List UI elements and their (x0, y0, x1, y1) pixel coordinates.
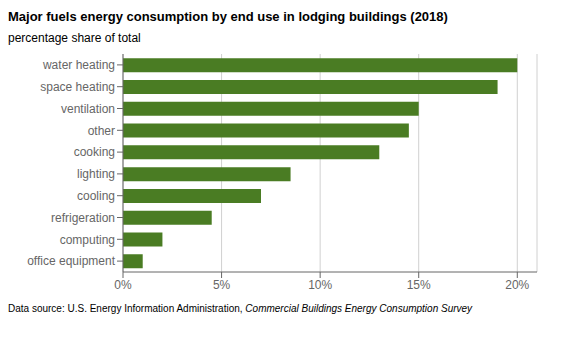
svg-text:ventilation: ventilation (61, 102, 115, 116)
svg-text:cooling: cooling (77, 189, 115, 203)
html-text:percentage share of total: percentage share of total (8, 31, 141, 45)
svg-text:0%: 0% (114, 278, 132, 292)
svg-text:5%: 5% (213, 278, 231, 292)
svg-text:10%: 10% (308, 278, 332, 292)
svg-text:15%: 15% (407, 278, 431, 292)
svg-text:water heating: water heating (42, 58, 115, 72)
svg-text:space heating: space heating (40, 80, 115, 94)
svg-text:lighting: lighting (77, 167, 115, 181)
svg-text:cooking: cooking (74, 145, 115, 159)
svg-text:20%: 20% (505, 278, 529, 292)
svg-text:refrigeration: refrigeration (51, 211, 115, 225)
html-text:Major fuels energy consumption: Major fuels energy consumption by end us… (8, 9, 448, 24)
html-text:Data source: U.S. Energy Infor: Data source: U.S. Energy Information Adm… (8, 303, 473, 314)
svg-text:computing: computing (60, 233, 115, 247)
svg-text:other: other (88, 124, 115, 138)
svg-text:office equipment: office equipment (27, 254, 116, 268)
